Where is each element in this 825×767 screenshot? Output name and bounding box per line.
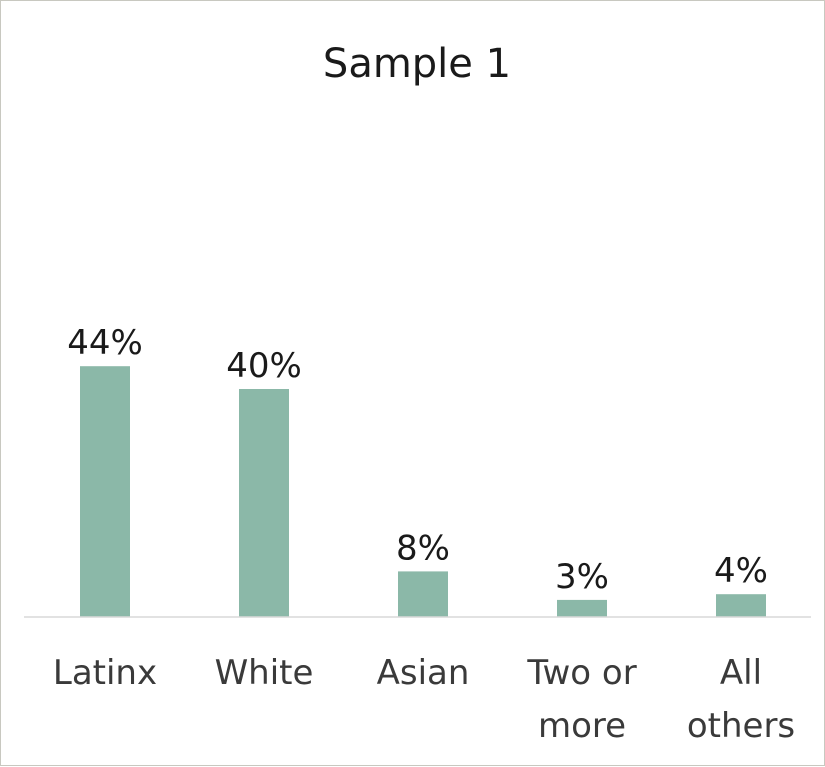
bar-2 (398, 571, 448, 617)
x-tick-label-3-line-1: more (538, 706, 626, 746)
x-tick-label-3-line-0: Two or (526, 653, 636, 693)
x-tick-label-0-line-0: Latinx (53, 653, 157, 693)
bar-4 (716, 594, 766, 617)
x-tick-label-4-line-0: All (720, 653, 762, 693)
bar-0 (80, 366, 130, 617)
x-tick-label-1: White (215, 653, 314, 693)
bar-1 (239, 389, 289, 617)
chart-title: Sample 1 (323, 41, 511, 87)
bar-3 (557, 599, 607, 617)
data-label-2: 8% (396, 528, 450, 568)
x-tick-label-2-line-0: Asian (377, 653, 470, 693)
x-tick-labels-layer: Latinx White Asian Two or more All others (53, 653, 795, 746)
x-tick-label-4: All others (687, 653, 795, 746)
x-tick-label-4-line-1: others (687, 706, 795, 746)
data-label-4: 4% (714, 551, 768, 591)
data-label-1: 40% (226, 346, 302, 386)
x-tick-label-3: Two or more (526, 653, 636, 746)
data-labels-layer: 44% 40% 8% 3% 4% (67, 323, 768, 597)
data-label-0: 44% (67, 323, 143, 363)
x-tick-label-2: Asian (377, 653, 470, 693)
bars-layer (80, 366, 766, 617)
data-label-3: 3% (555, 557, 609, 597)
x-tick-label-1-line-0: White (215, 653, 314, 693)
x-tick-label-0: Latinx (53, 653, 157, 693)
